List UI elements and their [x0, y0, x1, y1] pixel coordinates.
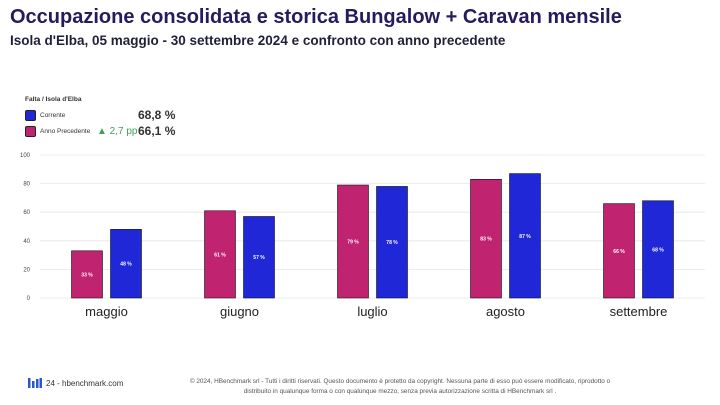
bar-previous	[470, 179, 502, 299]
footer-copyright-line2: distribuito in qualunque forma o con qua…	[243, 388, 557, 395]
x-category-label: giugno	[220, 304, 259, 319]
bar-value-label: 79 %	[347, 240, 359, 246]
y-tick-label: 80	[23, 182, 30, 188]
legend-label-current: Corrente	[40, 112, 66, 119]
bar-current	[243, 216, 275, 299]
x-category-label: luglio	[357, 304, 387, 319]
legend: Falta / Isola d'Elba Corrente 68,8 % Ann…	[25, 96, 175, 138]
bar-value-label: 61 %	[214, 252, 226, 258]
bar-current	[509, 173, 541, 299]
page-subtitle: Isola d'Elba, 05 maggio - 30 settembre 2…	[10, 33, 506, 48]
bar-value-label: 68 %	[652, 247, 664, 253]
bar-current	[642, 200, 674, 299]
legend-value-previous: 66,1 %	[138, 124, 176, 138]
x-category-label: agosto	[486, 304, 525, 319]
legend-title: Falta / Isola d'Elba	[25, 96, 82, 103]
bar-previous	[603, 203, 635, 299]
y-tick-label: 40	[23, 239, 30, 245]
page-title: Occupazione consolidata e storica Bungal…	[10, 6, 622, 28]
x-category-label: maggio	[85, 304, 128, 319]
bar-value-label: 66 %	[613, 249, 625, 255]
footer-copyright: © 2024, HBenchmark srl - Tutti i diritti…	[140, 377, 660, 397]
bar-previous	[204, 210, 236, 299]
hbenchmark-logo-icon	[28, 376, 42, 394]
bar-current	[376, 186, 408, 299]
y-tick-label: 20	[23, 267, 30, 273]
bar-value-label: 57 %	[253, 255, 265, 261]
legend-swatch-previous	[25, 126, 36, 137]
bar-value-label: 33 %	[81, 272, 93, 278]
legend-value-current: 68,8 %	[138, 108, 176, 122]
bar-value-label: 78 %	[386, 240, 398, 246]
bar-previous	[337, 184, 369, 299]
x-category-label: settembre	[610, 304, 668, 319]
y-tick-label: 0	[27, 296, 31, 302]
bar-value-label: 83 %	[480, 237, 492, 243]
bar-current	[110, 229, 142, 299]
bar-previous	[71, 250, 103, 299]
legend-label-previous: Anno Precedente	[40, 128, 91, 135]
y-tick-label: 100	[20, 153, 31, 159]
footer-copyright-line1: © 2024, HBenchmark srl - Tutti i diritti…	[189, 378, 611, 385]
bar-value-label: 48 %	[120, 262, 132, 268]
footer-page-label: 24 - hbenchmark.com	[46, 379, 124, 388]
legend-delta: ▲ 2,7 pp	[97, 126, 138, 137]
legend-swatch-current	[25, 110, 36, 121]
bar-value-label: 87 %	[519, 234, 531, 240]
y-tick-label: 60	[23, 210, 30, 216]
